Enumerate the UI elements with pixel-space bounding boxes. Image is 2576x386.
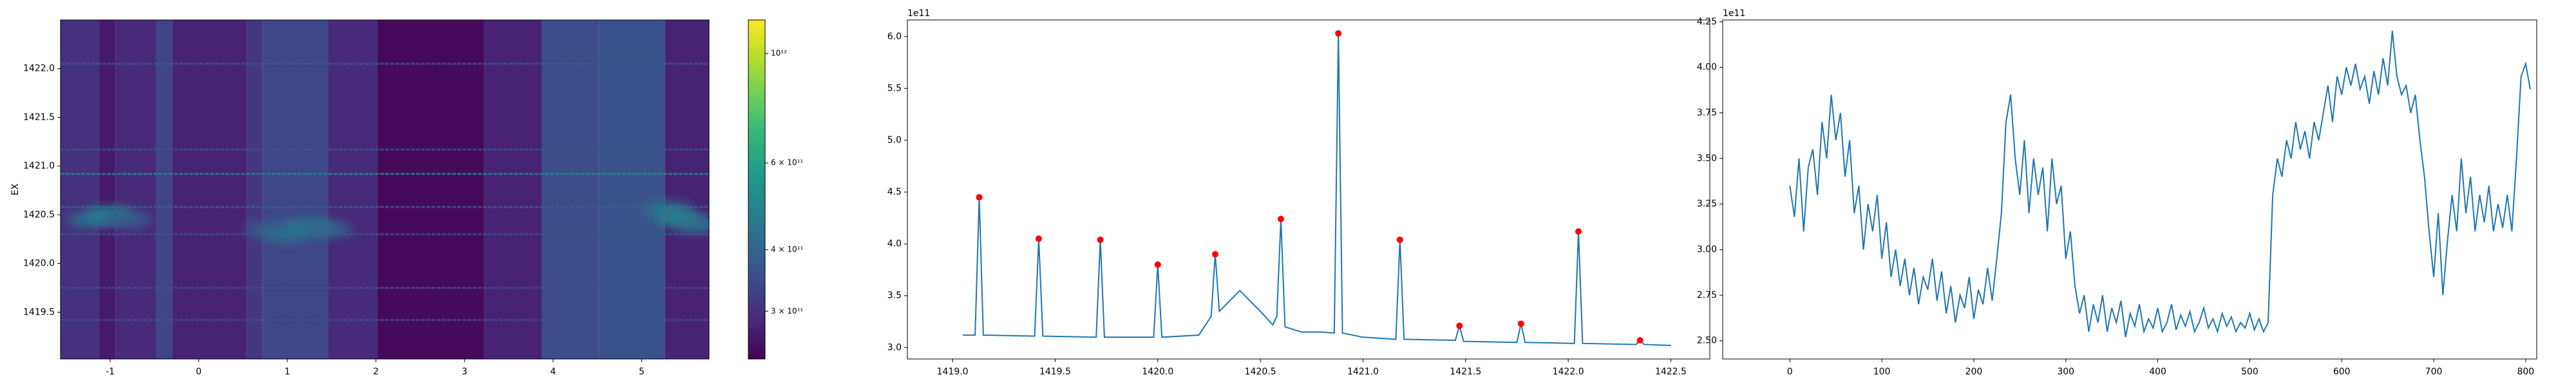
x-tick-label: 3	[462, 367, 468, 377]
heatmap-column	[328, 20, 378, 359]
heatmap-column	[377, 20, 484, 359]
colorbar-tick-label: 3 × 10¹¹	[771, 306, 803, 315]
y-tick-label: 1422.0	[23, 64, 55, 74]
heatmap-column	[172, 20, 247, 359]
heatmap-column	[61, 20, 99, 359]
x-tick-label: 1421.0	[1347, 367, 1379, 377]
y-tick-label: 1421.0	[23, 161, 55, 171]
heatmap-column	[665, 20, 709, 359]
y-tick-label: 2.75	[1697, 290, 1717, 300]
colorbar	[748, 19, 766, 360]
peak-marker	[1212, 251, 1219, 258]
peak-marker	[976, 194, 983, 201]
axes-frame	[1722, 19, 2537, 360]
y-tick-label: 5.5	[887, 83, 902, 93]
x-tick-label: 1419.5	[1039, 367, 1071, 377]
y-tick-label: 3.0	[887, 342, 902, 353]
heatmap-column	[484, 20, 542, 359]
data-line	[1789, 30, 2531, 338]
peak-marker	[1035, 235, 1042, 243]
x-tick-label: 100	[1873, 367, 1891, 377]
x-tick-label: 5	[639, 367, 645, 377]
heatmap-column	[599, 20, 665, 359]
peak-marker	[1396, 236, 1403, 243]
x-tick-label: 200	[1965, 367, 1983, 377]
y-tick-label: 5.0	[887, 135, 902, 145]
heatmap-column	[115, 20, 156, 359]
x-tick-label: 1422.5	[1655, 367, 1687, 377]
y-tick-label: 1421.5	[23, 112, 55, 122]
offset-label: 1e11	[1723, 8, 1745, 19]
y-tick-label: 3.50	[1697, 153, 1717, 163]
y-axis-label: EX	[10, 183, 21, 196]
x-tick-label: 400	[2149, 367, 2166, 377]
peak-marker	[1335, 30, 1342, 37]
x-tick-label: 1421.5	[1450, 367, 1481, 377]
heatmap-ridge	[303, 221, 352, 237]
x-tick-label: 1422.0	[1553, 367, 1584, 377]
y-tick-label: 4.00	[1697, 62, 1717, 73]
x-tick-label: 300	[2057, 367, 2074, 377]
y-tick-label: 6.0	[887, 32, 902, 42]
peak-marker	[1154, 261, 1161, 268]
colorbar-tick-label: 6 × 10¹¹	[771, 158, 803, 167]
axes-frame	[907, 19, 1710, 360]
peak-marker	[1277, 216, 1284, 223]
peak-marker	[1517, 320, 1524, 327]
y-tick-label: 3.00	[1697, 244, 1717, 255]
x-tick-label: 700	[2425, 367, 2443, 377]
x-tick-label: 4	[550, 367, 556, 377]
offset-label: 1e11	[907, 8, 930, 19]
y-tick-label: 3.5	[887, 291, 902, 301]
y-tick-label: 3.25	[1697, 199, 1717, 209]
peak-marker	[1456, 322, 1463, 329]
heatmap-column	[541, 20, 600, 359]
heatmap-column	[99, 20, 116, 359]
y-tick-label: 1420.5	[23, 210, 55, 220]
y-tick-label: 2.50	[1697, 336, 1717, 346]
x-tick-label: 0	[196, 367, 202, 377]
x-tick-label: 800	[2517, 367, 2534, 377]
x-tick-label: 600	[2333, 367, 2351, 377]
axes-frame	[60, 19, 710, 360]
x-tick-label: 1420.0	[1142, 367, 1173, 377]
plot-area	[963, 30, 1671, 347]
heatmap	[61, 20, 709, 359]
heatmap-column	[262, 20, 328, 359]
peak-marker	[1575, 228, 1582, 235]
peak-marker	[1636, 336, 1643, 344]
x-tick-label: 1	[285, 367, 290, 377]
peak-marker	[1097, 236, 1104, 243]
x-tick-label: 1419.0	[937, 367, 969, 377]
x-tick-label: -1	[106, 367, 115, 377]
x-tick-label: 0	[1787, 367, 1793, 377]
colorbar-tick-label: 4 × 10¹¹	[771, 245, 803, 254]
heatmap-column	[156, 20, 173, 359]
plot-area	[1789, 30, 2531, 338]
y-tick-label: 1420.0	[23, 259, 55, 269]
colorbar-tick-label: 10¹²	[771, 49, 787, 58]
x-tick-label: 1420.5	[1245, 367, 1276, 377]
y-tick-label: 4.25	[1697, 17, 1717, 27]
y-tick-label: 4.5	[887, 187, 902, 198]
heatmap-ridge	[103, 212, 153, 228]
heatmap-ridge	[674, 217, 709, 233]
y-tick-label: 3.75	[1697, 108, 1717, 118]
heatmap-column	[246, 20, 263, 359]
x-tick-label: 500	[2241, 367, 2259, 377]
y-tick-label: 1419.5	[23, 307, 55, 317]
y-tick-label: 4.0	[887, 239, 902, 249]
x-tick-label: 2	[373, 367, 379, 377]
data-line	[963, 33, 1671, 347]
